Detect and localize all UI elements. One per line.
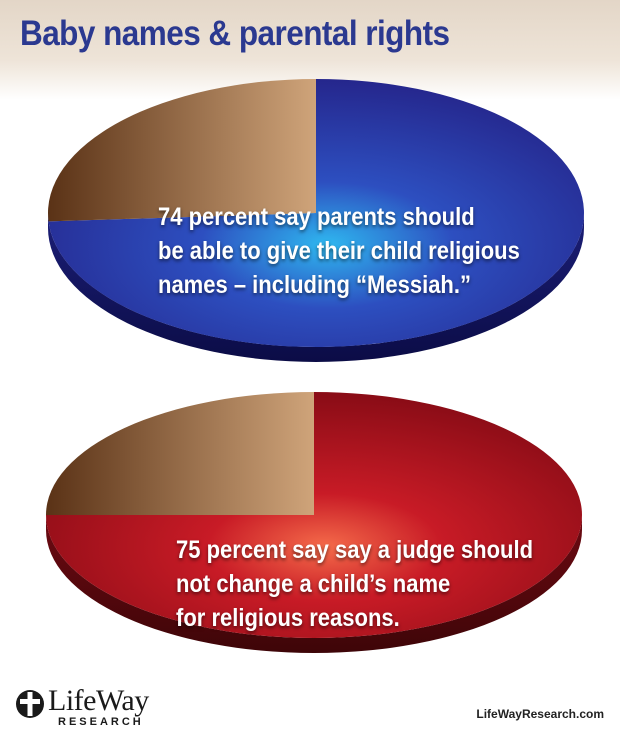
logo-name: LifeWay <box>48 684 149 717</box>
pie-label-judge: 75 percent say say a judge should not ch… <box>176 533 533 635</box>
pie-label-line: not change a child’s name <box>176 570 451 598</box>
pie-chart-parents <box>47 79 584 362</box>
page-title: Baby names & parental rights <box>20 14 450 53</box>
lifeway-logo: LifeWay RESEARCH <box>14 684 164 732</box>
pie-label-parents: 74 percent say parents should be able to… <box>158 200 520 302</box>
logo-subtitle: RESEARCH <box>58 716 144 728</box>
pie-label-line: names – including “Messiah.” <box>158 271 471 299</box>
pie-slice-25-percent <box>46 392 314 515</box>
pie-label-line: 75 percent say say a judge should <box>176 536 534 564</box>
pie-label-line: be able to give their child religious <box>158 237 520 265</box>
cross-globe-icon <box>16 690 44 718</box>
pie-label-line: 74 percent say parents should <box>158 203 475 231</box>
pie-chart-judge <box>46 392 582 653</box>
pie-slice-74-percent <box>48 79 584 348</box>
site-url: LifeWayResearch.com <box>476 707 604 721</box>
pie-label-line: for religious reasons. <box>176 604 400 632</box>
pie-slice-26-percent <box>47 79 316 222</box>
